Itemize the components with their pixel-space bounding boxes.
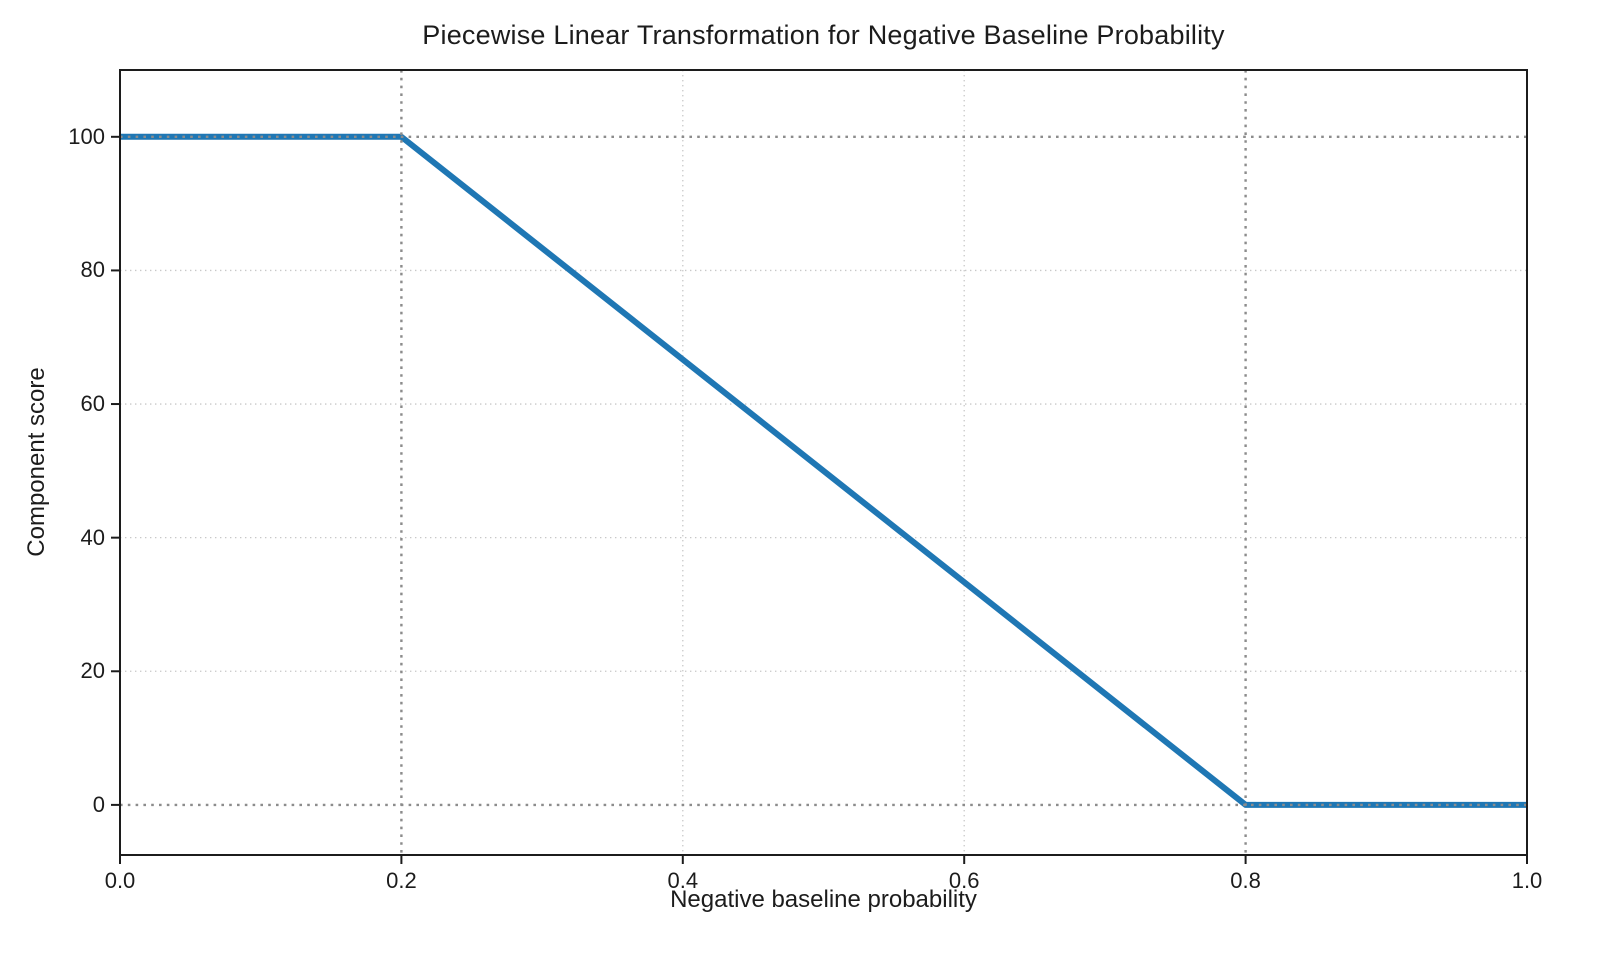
- y-tick-label: 20: [80, 658, 105, 684]
- x-tick-label: 0.8: [1230, 868, 1261, 893]
- y-axis-label: Component score: [23, 367, 50, 557]
- x-tick-label: 0.6: [948, 868, 980, 893]
- x-tick-label: 0.4: [667, 868, 699, 893]
- x-tick-label: 1.0: [1511, 868, 1543, 893]
- y-tick-label: 40: [80, 524, 105, 550]
- y-tick-label: 100: [68, 123, 105, 149]
- x-tick-label: 0.0: [104, 868, 136, 893]
- x-tick-label: 0.2: [386, 868, 417, 893]
- chart-title: Piecewise Linear Transformation for Nega…: [422, 20, 1225, 50]
- y-tick-label: 80: [80, 257, 105, 283]
- x-axis-label: Negative baseline probability: [670, 886, 977, 913]
- y-tick-label: 0: [92, 791, 105, 817]
- component-score-line: [120, 133, 1527, 808]
- axes-spines: [119, 69, 1528, 856]
- y-tick-label: 60: [80, 391, 105, 417]
